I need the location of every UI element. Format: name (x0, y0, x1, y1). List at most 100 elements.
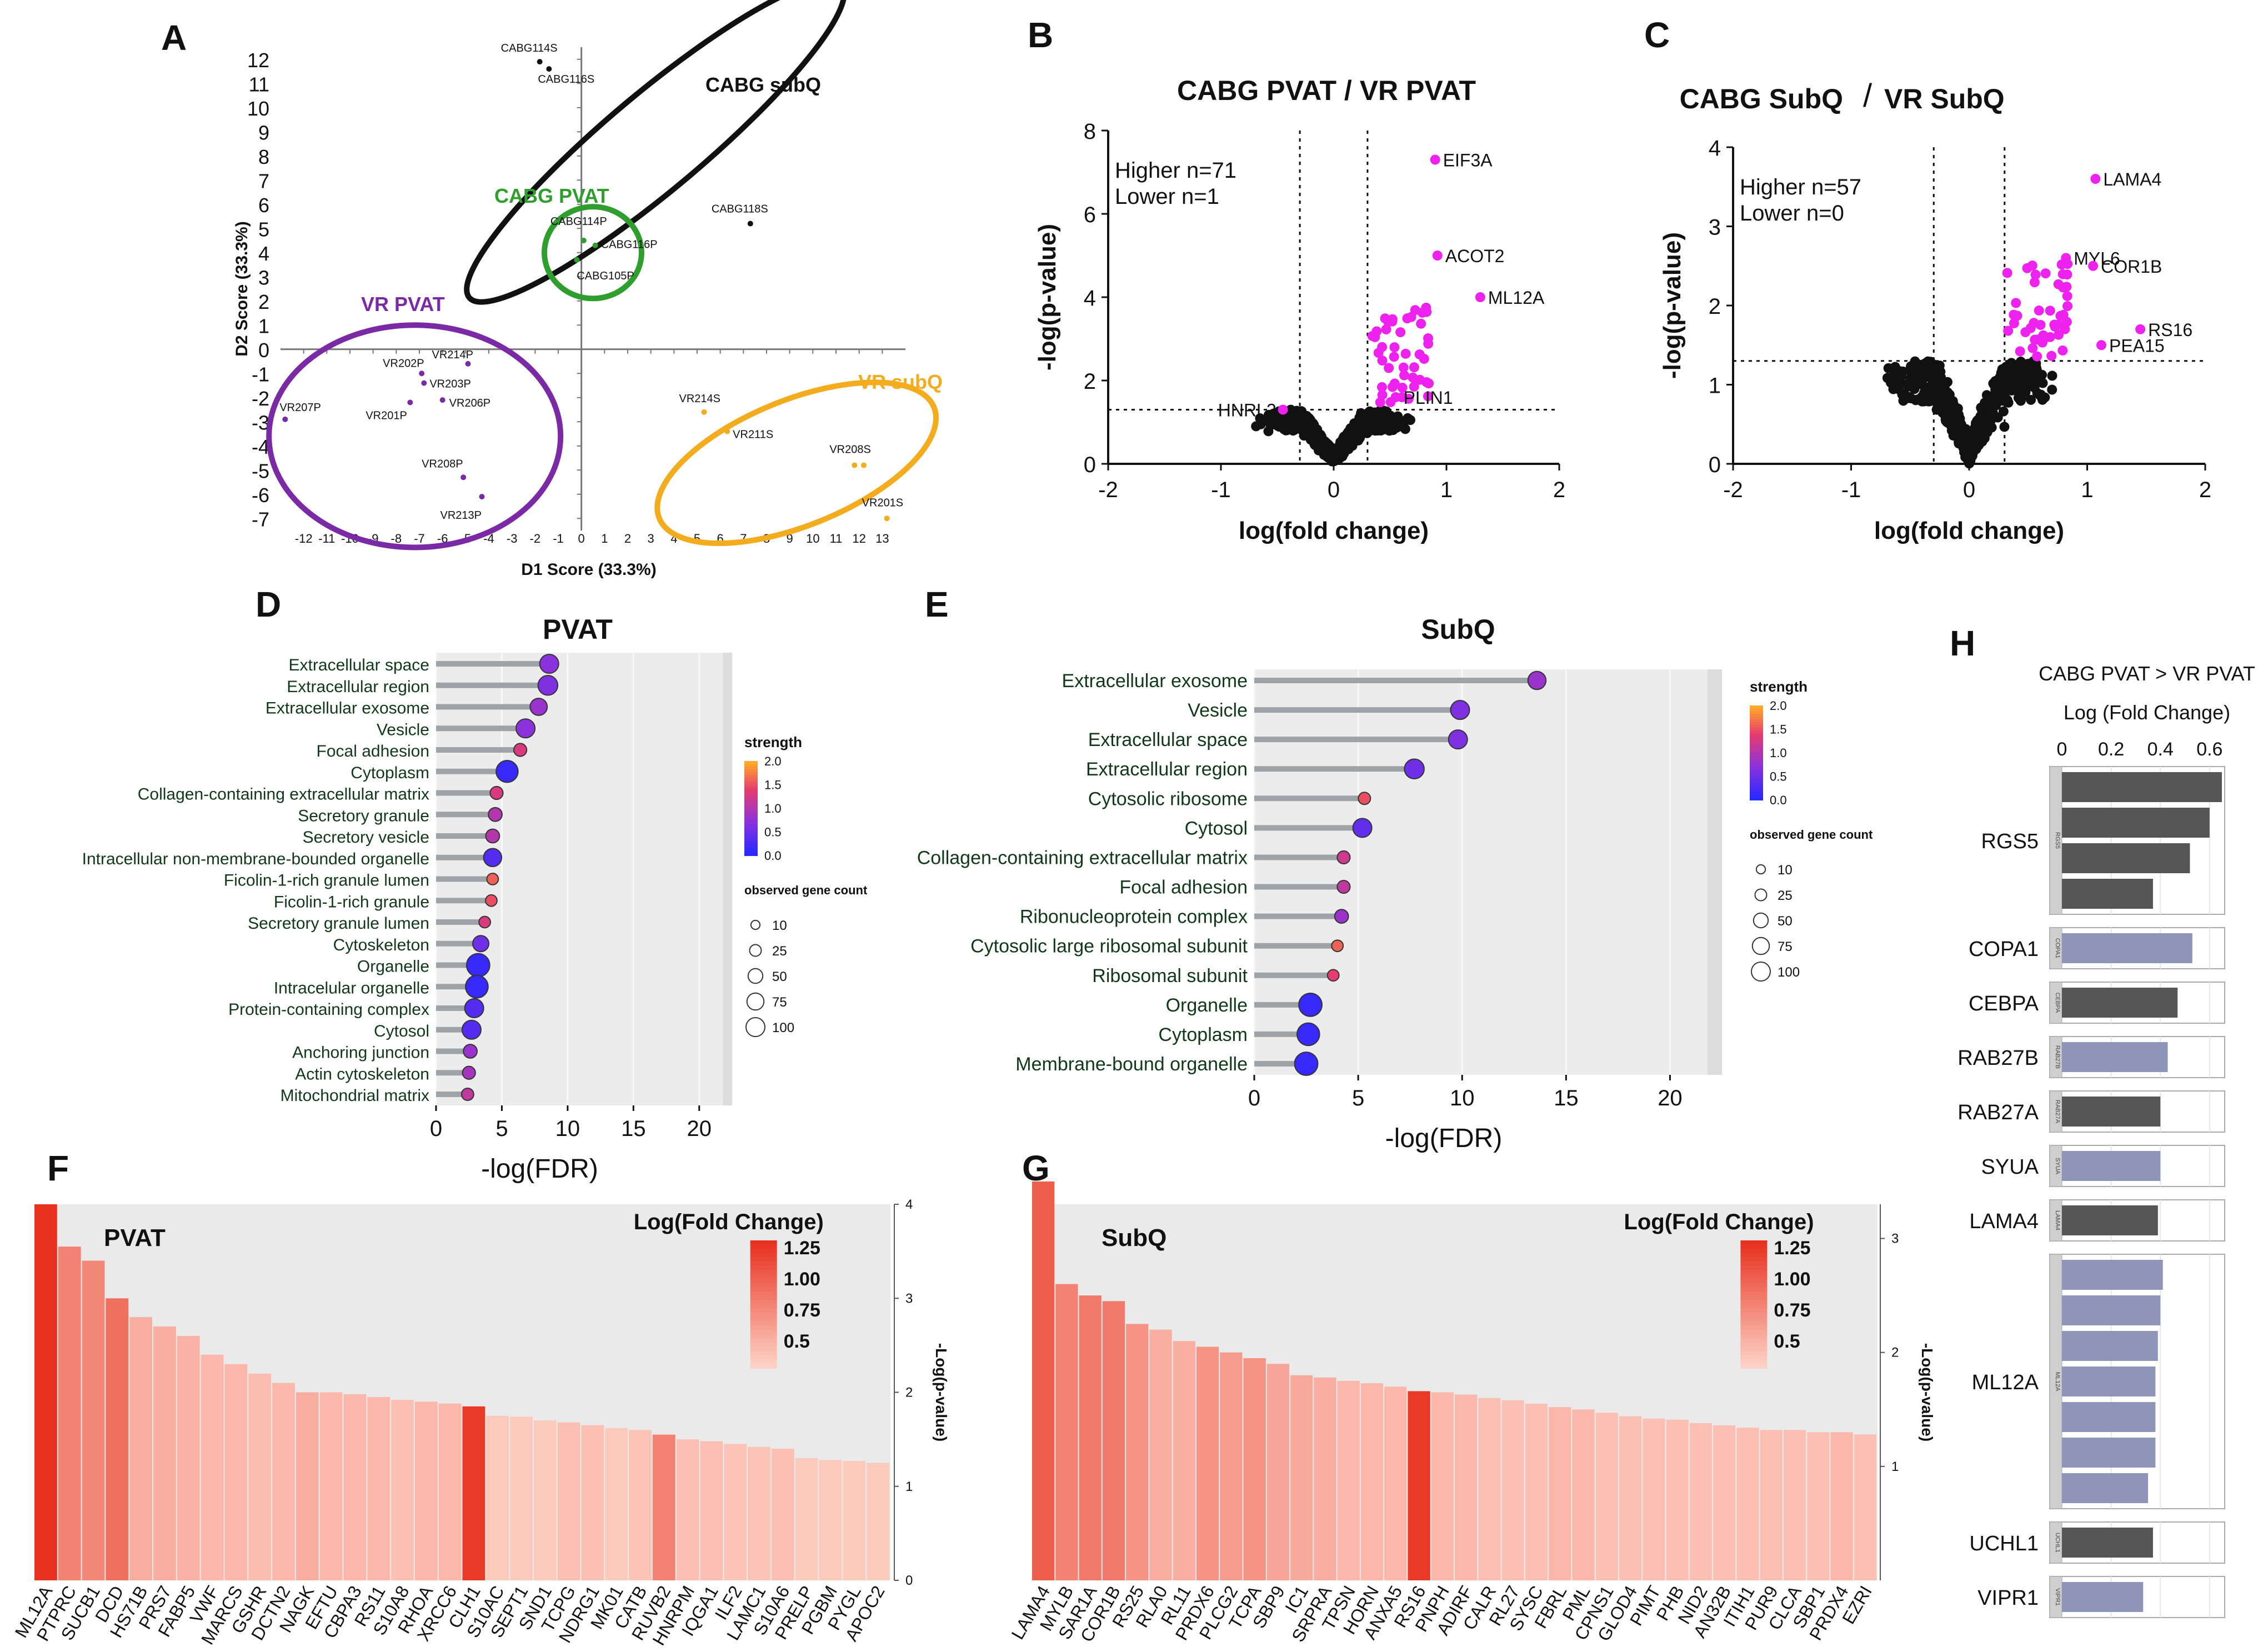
x-tick-label: 0 (430, 1117, 442, 1141)
legend-tick-label: 0.5 (1774, 1331, 1800, 1352)
significant-point (2015, 346, 2025, 357)
size-legend-circle (746, 992, 765, 1011)
legend-tick-label: 0.75 (784, 1300, 820, 1321)
significant-point (1417, 307, 1428, 318)
labeled-point (1390, 392, 1401, 402)
ellipse-vr-pvat (266, 322, 564, 550)
lollipop-head (478, 915, 492, 929)
significant-point (1375, 397, 1385, 408)
lollipop-head (1336, 850, 1351, 865)
data-point (2037, 369, 2047, 380)
data-point (1930, 374, 1941, 384)
legend-gradient-segment (750, 1266, 777, 1271)
bar (486, 1415, 509, 1580)
labeled-point (2135, 324, 2146, 334)
lollipop-head (1448, 729, 1468, 750)
ellipse-cabg-subq (464, 0, 847, 305)
lollipop-head (515, 718, 536, 739)
x-tick-label: 11 (830, 532, 843, 545)
bar (867, 1463, 889, 1580)
legend-gradient-segment (750, 1343, 777, 1348)
bar (2062, 933, 2192, 963)
data-point (1306, 425, 1317, 435)
colorbar-segment (744, 808, 758, 812)
data-point (2015, 357, 2026, 367)
y-tick-label: 1 (258, 314, 269, 337)
group-strip-label: UCHL1 (2054, 1533, 2061, 1553)
bar (129, 1317, 153, 1580)
bar (1830, 1432, 1853, 1580)
group-strip-label: CEBPA (2054, 993, 2061, 1013)
y-axis-title: -log(p-value) (1034, 224, 1061, 371)
data-point (1967, 450, 1977, 460)
size-legend-label: 50 (772, 969, 787, 984)
legend-gradient-segment (1740, 1359, 1768, 1365)
x-tick-label: 2 (624, 532, 631, 545)
lollipop-head (1352, 818, 1373, 838)
chart-title: CABG PVAT / VR PVAT (1177, 75, 1476, 106)
data-point (724, 428, 730, 434)
bar (1408, 1391, 1430, 1580)
significant-point (1377, 356, 1388, 366)
size-legend-circle (1755, 864, 1766, 875)
point-label: CABG116P (601, 239, 658, 251)
bar (1619, 1416, 1642, 1580)
legend-gradient-segment (750, 1330, 777, 1335)
lollipop-head (461, 1019, 482, 1040)
colorbar-segment (744, 814, 758, 817)
lollipop-head (462, 1065, 476, 1080)
colorbar-segment (744, 761, 758, 764)
legend-gradient-segment (750, 1346, 777, 1352)
data-point (1987, 402, 1997, 413)
data-point (1374, 423, 1384, 433)
colorbar-segment (1750, 711, 1763, 714)
labeled-point-text: EIF3A (1443, 151, 1493, 171)
y-axis-title: D2 Score (33.3%) (233, 221, 251, 356)
bar (1196, 1346, 1219, 1580)
labeled-point-text: PLIN1 (1404, 388, 1453, 408)
term-label: Vesicle (1188, 700, 1248, 721)
significant-point (2029, 318, 2039, 328)
legend-gradient-segment (750, 1291, 777, 1296)
group-title-cabg-pvat: CABG PVAT (494, 184, 609, 207)
x-axis-title: -log(FDR) (481, 1154, 598, 1184)
data-point (1970, 418, 1981, 428)
labeled-point (2061, 253, 2071, 263)
bar (2062, 1205, 2158, 1235)
x-tick-label: 1 (2081, 478, 2093, 502)
data-point (537, 59, 543, 65)
bar (724, 1444, 747, 1580)
x-tick-label: -2 (530, 532, 541, 545)
colorbar-segment (1750, 767, 1763, 770)
data-point (1998, 396, 2009, 406)
x-axis-title: log(fold change) (1239, 517, 1429, 544)
bar (2062, 1366, 2156, 1396)
bar (1079, 1295, 1102, 1580)
colorbar-tick-label: 1.0 (1770, 746, 1787, 760)
size-legend-label: 10 (772, 918, 787, 933)
chart-title: SubQ (1102, 1224, 1166, 1251)
colorbar-segment (744, 775, 758, 778)
data-point (1403, 413, 1413, 423)
bar (82, 1260, 105, 1580)
colorbar-segment (744, 817, 758, 820)
size-legend-label: 100 (772, 1020, 794, 1035)
size-legend-circle (1751, 962, 1771, 982)
significant-point (1399, 370, 1410, 381)
legend-gradient-segment (750, 1351, 777, 1356)
data-point (421, 380, 427, 386)
x-tick-label: 3 (648, 532, 654, 545)
x-tick-label: 5 (1352, 1086, 1364, 1110)
bar (700, 1441, 723, 1580)
colorbar-segment (744, 794, 758, 798)
point-label: VR208S (829, 444, 871, 456)
point-label: VR201P (366, 409, 407, 422)
bar (343, 1394, 367, 1580)
lollipop-head (529, 698, 548, 716)
bar (391, 1400, 414, 1580)
legend-gradient-segment (750, 1355, 777, 1360)
colorbar-tick-label: 0.5 (1770, 770, 1787, 784)
legend-gradient-segment (750, 1317, 777, 1322)
group-label: LAMA4 (1969, 1210, 2039, 1233)
significant-point (1419, 354, 1429, 364)
